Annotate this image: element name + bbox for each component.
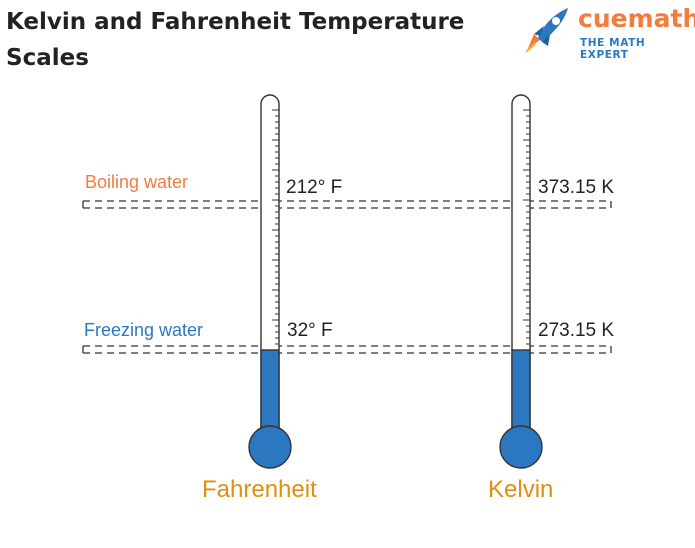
logo-wordmark: cuemath: [578, 4, 695, 33]
fahrenheit-tick-marks: [272, 109, 279, 345]
freezing-water-label: Freezing water: [84, 320, 204, 340]
kelvin-mercury-column: [511, 349, 531, 435]
boiling-water-label: Boiling water: [85, 172, 189, 192]
fahrenheit-scale-label: Fahrenheit: [202, 476, 317, 503]
kelvin-tick-marks: [523, 109, 530, 345]
diagram-title: Kelvin and Fahrenheit Temperature Scales: [6, 9, 465, 71]
fahrenheit-boiling-value: 212° F: [286, 177, 343, 198]
fahrenheit-bulb: [248, 425, 292, 469]
kelvin-bulb: [499, 425, 543, 469]
freezing-reference-line: [82, 345, 612, 354]
fahrenheit-freezing-value: 32° F: [287, 320, 333, 341]
rocket-icon: [525, 8, 568, 53]
logo-tagline: THE MATH EXPERT: [580, 37, 646, 61]
kelvin-scale-label: Kelvin: [488, 476, 554, 503]
kelvin-thermometer: [499, 94, 543, 469]
kelvin-freezing-value: 273.15 K: [538, 320, 615, 341]
kelvin-boiling-value: 373.15 K: [538, 177, 615, 198]
boiling-reference-line: [82, 200, 612, 209]
fahrenheit-mercury-column: [260, 349, 280, 435]
fahrenheit-thermometer: [248, 94, 292, 469]
cuemath-logo: cuemath THE MATH EXPERT: [520, 4, 695, 61]
